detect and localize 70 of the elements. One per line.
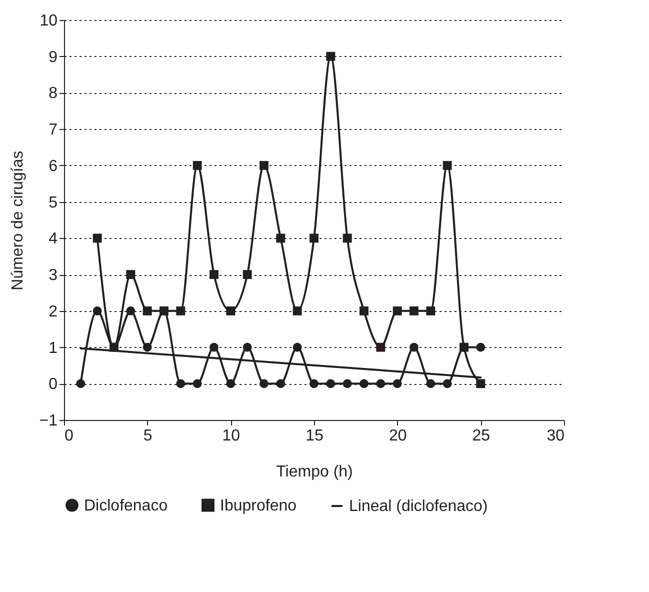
y-tick-label: −1 — [39, 412, 58, 430]
point — [110, 342, 118, 352]
point — [242, 270, 252, 280]
point — [442, 160, 452, 170]
point — [76, 379, 86, 388]
point — [242, 342, 252, 352]
point — [226, 379, 236, 388]
point — [326, 379, 336, 388]
point — [260, 160, 268, 170]
y-tick-label: 10 — [40, 12, 58, 30]
point — [126, 306, 136, 316]
point — [276, 379, 286, 388]
legend-label: Lineal (diclofenaco) — [349, 498, 488, 515]
point — [410, 306, 418, 316]
x-tick-label: 5 — [143, 428, 152, 444]
y-tick-label: 4 — [48, 230, 58, 248]
point — [392, 379, 402, 388]
point — [92, 234, 102, 243]
point — [92, 306, 102, 316]
y-axis-title: Número de cirugías — [9, 150, 26, 290]
y-tick-label: 8 — [48, 85, 58, 102]
y-tick-label: 2 — [48, 303, 58, 320]
point — [142, 342, 152, 352]
point — [210, 270, 218, 280]
point — [476, 342, 486, 352]
point — [310, 379, 318, 388]
point — [160, 306, 168, 316]
point — [192, 160, 202, 170]
point — [342, 379, 352, 388]
legend-label: Diclofenaco — [84, 497, 168, 514]
point — [426, 379, 436, 388]
point — [276, 234, 286, 243]
y-tick-label: 1 — [48, 340, 58, 357]
y-tick-label: 7 — [48, 122, 58, 139]
x-tick-label: 10 — [222, 428, 240, 444]
point — [342, 234, 352, 243]
point — [176, 379, 186, 388]
x-tick-label: 20 — [388, 428, 407, 444]
point — [460, 342, 468, 352]
point — [426, 306, 436, 316]
point — [142, 306, 152, 316]
y-tick-label: 6 — [48, 158, 58, 175]
x-tick-label: 15 — [306, 428, 324, 444]
legend-label: Ibuprofeno — [220, 497, 297, 514]
point — [360, 306, 368, 316]
point — [392, 306, 402, 316]
point — [410, 342, 418, 352]
point — [176, 306, 186, 316]
point — [360, 379, 368, 388]
point — [226, 306, 236, 316]
x-tick-label: 30 — [546, 428, 565, 444]
point — [376, 379, 386, 388]
point — [476, 379, 486, 388]
point — [292, 342, 302, 352]
point — [260, 379, 268, 388]
point — [326, 52, 336, 61]
point — [126, 270, 136, 280]
x-tick-label: 25 — [472, 428, 490, 444]
point — [292, 306, 302, 316]
y-tick-label: 3 — [48, 267, 58, 284]
point — [376, 342, 386, 352]
y-tick-label: 9 — [48, 48, 58, 66]
point — [310, 234, 318, 243]
x-axis-title: Tiempo (h) — [276, 464, 353, 480]
point — [442, 379, 452, 388]
point — [192, 379, 202, 388]
point — [210, 342, 218, 352]
x-tick-label: 0 — [64, 428, 74, 444]
y-tick-label: 5 — [48, 194, 58, 212]
y-tick-label: 0 — [48, 376, 58, 394]
